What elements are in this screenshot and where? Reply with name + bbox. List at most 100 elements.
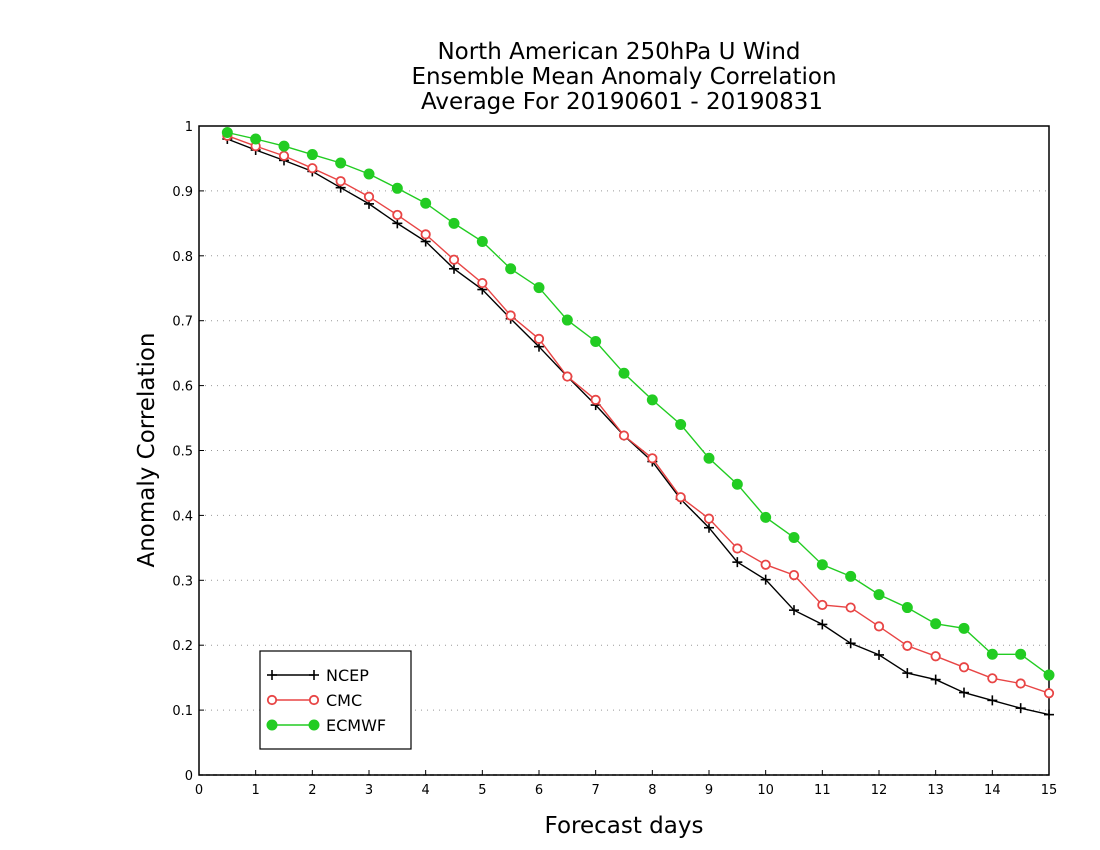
point-ncep-6 [392,218,403,229]
point-ecmwf-23 [873,589,885,601]
series-line-cmc [227,135,1050,694]
y-tick-label-8: 0.8 [172,250,193,265]
legend-marker-end-ecmwf [308,719,320,731]
point-ecmwf-14 [618,367,630,379]
point-ecmwf-25 [930,618,942,630]
x-tick-label-14: 14 [984,783,1001,798]
legend-marker-end-ncep [309,670,319,680]
legend-marker-end-cmc [308,694,320,706]
point-ecmwf-2 [278,140,290,152]
y-tick-label-4: 0.4 [172,509,193,524]
point-ecmwf-5 [363,168,375,180]
legend-item-ecmwf: ECMWF [266,716,386,735]
series-lines [221,126,1055,720]
y-tick-label-6: 0.6 [172,380,193,395]
point-ecmwf-4 [335,157,347,169]
point-ecmwf-19 [760,511,772,523]
point-cmc-19 [760,559,771,570]
y-tick-label-10: 1 [185,120,193,135]
legend-item-ncep: NCEP [267,666,369,685]
series-line-ncep [227,138,1050,716]
point-cmc-27 [987,673,998,684]
point-ecmwf-15 [646,394,658,406]
point-ncep-25 [930,674,941,685]
point-ecmwf-18 [731,478,743,490]
x-tick-label-15: 15 [1041,783,1058,798]
x-tick-label-7: 7 [592,783,600,798]
point-ecmwf-22 [845,570,857,582]
point-ecmwf-6 [391,182,403,194]
point-cmc-10 [505,310,516,321]
y-axis-label: Anomaly Correlation [134,332,160,567]
point-cmc-26 [958,662,970,673]
point-cmc-24 [902,640,913,651]
chart-title-line-1: North American 250hPa U Wind [437,39,800,65]
point-cmc-11 [533,333,545,344]
y-tick-label-0: 0 [185,769,193,784]
point-ncep-26 [959,687,969,698]
point-ncep-24 [902,668,913,679]
point-ecmwf-12 [561,314,573,326]
point-cmc-6 [392,209,403,221]
point-cmc-16 [675,492,686,503]
point-cmc-3 [307,163,318,174]
point-ncep-29 [1044,709,1054,720]
x-tick-label-11: 11 [814,783,831,798]
x-tick-label-12: 12 [871,783,888,798]
point-ecmwf-8 [448,217,460,229]
chart-title-line-3: Average For 20190601 - 20190831 [421,89,823,115]
x-tick-label-8: 8 [648,783,656,798]
point-ecmwf-29 [1043,669,1055,681]
y-tick-label-7: 0.7 [172,315,193,330]
point-cmc-7 [420,229,431,240]
series-cmc [222,130,1055,699]
point-ecmwf-17 [703,452,715,464]
point-ecmwf-11 [533,282,545,294]
series-line-ecmwf [227,131,1050,676]
point-cmc-8 [448,254,460,265]
point-ncep-28 [1015,703,1026,714]
x-tick-label-5: 5 [478,783,486,798]
point-ecmwf-21 [816,559,828,571]
point-ecmwf-28 [1015,648,1027,660]
point-cmc-12 [562,371,573,382]
y-tick-label-3: 0.3 [172,574,193,589]
point-cmc-17 [703,513,715,524]
x-tick-label-2: 2 [308,783,316,798]
x-tick-label-6: 6 [535,783,543,798]
point-ecmwf-27 [986,648,998,660]
point-cmc-2 [278,150,290,161]
point-cmc-22 [845,602,856,613]
y-tick-label-9: 0.9 [172,185,193,200]
point-ncep-19 [760,574,771,585]
x-tick-label-4: 4 [422,783,430,798]
point-cmc-13 [590,394,601,405]
chart-title-line-2: Ensemble Mean Anomaly Correlation [411,64,836,90]
point-cmc-25 [930,651,941,662]
point-ncep-23 [874,649,884,660]
x-axis-label: Forecast days [545,813,704,839]
point-ecmwf-24 [901,602,913,614]
legend-label-ecmwf: ECMWF [326,716,386,735]
point-ncep-8 [449,263,459,274]
point-ecmwf-7 [420,197,432,209]
y-axis-ticks: 0 0.1 0.2 0.3 0.4 0.5 0.6 0.7 0.8 0.9 1 [172,120,204,784]
legend-marker-start-cmc [266,694,278,706]
point-cmc-23 [873,621,885,632]
point-cmc-14 [618,430,630,441]
point-ecmwf-20 [788,531,800,543]
point-cmc-4 [335,176,346,187]
chart-title: North American 250hPa U Wind Ensemble Me… [411,39,836,115]
series-ncep [222,133,1054,720]
point-cmc-18 [732,543,743,554]
x-tick-label-0: 0 [195,783,203,798]
point-cmc-15 [647,453,658,464]
point-ecmwf-9 [476,236,488,248]
x-tick-label-9: 9 [705,783,713,798]
point-ecmwf-1 [250,133,262,145]
x-tick-label-10: 10 [757,783,774,798]
point-ncep-22 [845,638,856,649]
point-cmc-28 [1015,678,1026,689]
point-ncep-17 [704,522,714,533]
